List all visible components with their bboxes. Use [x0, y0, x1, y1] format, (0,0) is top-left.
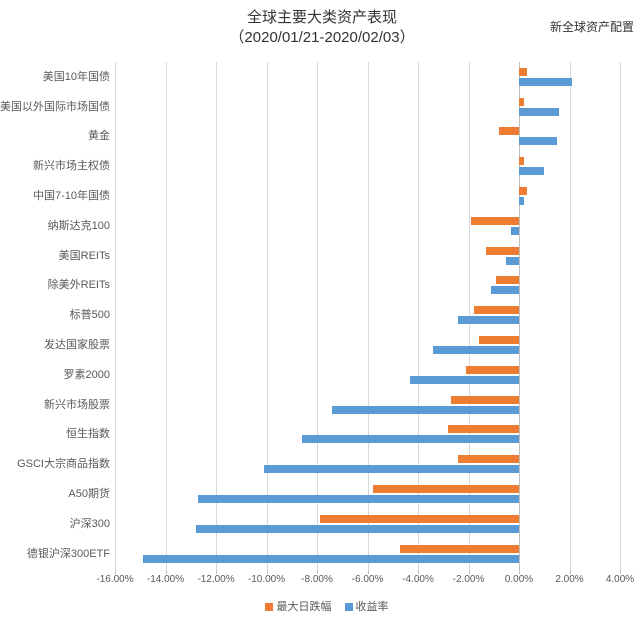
- x-tick-label: 4.00%: [606, 574, 634, 585]
- category-label: 新兴市场主权债: [0, 160, 110, 172]
- category-row: 除美外REITs: [115, 271, 620, 301]
- category-label: 中国7-10年国债: [0, 190, 110, 202]
- legend-swatch-max-drawdown: [265, 603, 273, 611]
- category-label: 罗素2000: [0, 369, 110, 381]
- bar-max-drawdown: [474, 306, 519, 314]
- bar-max-drawdown: [373, 485, 519, 493]
- bar-return: [302, 435, 519, 443]
- title-line-1: 全球主要大类资产表现: [0, 8, 644, 28]
- chart-title: 全球主要大类资产表现 （2020/01/21-2020/02/03）: [0, 0, 644, 47]
- x-tick-label: -10.00%: [248, 574, 285, 585]
- bar-return: [519, 137, 557, 145]
- x-tick-label: -8.00%: [301, 574, 333, 585]
- bar-max-drawdown: [519, 98, 524, 106]
- x-tick-label: 2.00%: [555, 574, 583, 585]
- category-row: 美国10年国债: [115, 62, 620, 92]
- category-row: 纳斯达克100: [115, 211, 620, 241]
- bar-max-drawdown: [466, 366, 519, 374]
- bar-max-drawdown: [458, 455, 519, 463]
- bar-return: [519, 197, 524, 205]
- category-row: 新兴市场主权债: [115, 151, 620, 181]
- bar-return: [198, 495, 519, 503]
- plot-area: 美国10年国债美国以外国际市场国债黄金新兴市场主权债中国7-10年国债纳斯达克1…: [115, 62, 620, 570]
- source-label: 新全球资产配置: [550, 18, 634, 35]
- bar-return: [491, 286, 519, 294]
- asset-performance-chart: 全球主要大类资产表现 （2020/01/21-2020/02/03） 新全球资产…: [0, 0, 644, 626]
- category-label: 德银沪深300ETF: [0, 548, 110, 560]
- bar-max-drawdown: [519, 157, 524, 165]
- category-label: A50期货: [0, 488, 110, 500]
- category-row: 发达国家股票: [115, 330, 620, 360]
- category-row: 标普500: [115, 300, 620, 330]
- bar-max-drawdown: [499, 127, 519, 135]
- category-row: 新兴市场股票: [115, 390, 620, 420]
- x-axis: -16.00%-14.00%-12.00%-10.00%-8.00%-6.00%…: [115, 570, 620, 600]
- category-label: GSCI大宗商品指数: [0, 458, 110, 470]
- bar-max-drawdown: [451, 396, 519, 404]
- bar-max-drawdown: [400, 545, 519, 553]
- legend-swatch-return: [345, 603, 353, 611]
- category-label: 除美外REITs: [0, 279, 110, 291]
- category-label: 美国10年国债: [0, 71, 110, 83]
- bar-max-drawdown: [471, 217, 519, 225]
- category-row: 中国7-10年国债: [115, 181, 620, 211]
- bar-return: [519, 167, 544, 175]
- legend-label-max-drawdown: 最大日跌幅: [276, 601, 331, 613]
- bar-return: [511, 227, 519, 235]
- category-row: A50期货: [115, 479, 620, 509]
- x-tick-label: -2.00%: [453, 574, 485, 585]
- title-line-2: （2020/01/21-2020/02/03）: [0, 28, 644, 48]
- bar-return: [519, 78, 572, 86]
- category-label: 纳斯达克100: [0, 220, 110, 232]
- bar-max-drawdown: [496, 276, 519, 284]
- gridline: [620, 62, 621, 570]
- category-label: 黄金: [0, 130, 110, 142]
- bar-return: [196, 525, 519, 533]
- category-row: 沪深300: [115, 509, 620, 539]
- category-row: 黄金: [115, 122, 620, 152]
- bar-return: [264, 465, 519, 473]
- category-label: 美国REITs: [0, 250, 110, 262]
- x-tick-label: -6.00%: [352, 574, 384, 585]
- category-label: 新兴市场股票: [0, 399, 110, 411]
- category-row: 美国REITs: [115, 241, 620, 271]
- x-tick-label: -4.00%: [402, 574, 434, 585]
- category-label: 恒生指数: [0, 428, 110, 440]
- category-label: 沪深300: [0, 518, 110, 530]
- bar-max-drawdown: [448, 425, 519, 433]
- legend: 最大日跌幅 收益率: [0, 598, 644, 614]
- bar-return: [143, 555, 519, 563]
- category-row: 德银沪深300ETF: [115, 539, 620, 569]
- x-tick-label: 0.00%: [505, 574, 533, 585]
- bar-return: [332, 406, 519, 414]
- category-row: GSCI大宗商品指数: [115, 449, 620, 479]
- category-row: 罗素2000: [115, 360, 620, 390]
- bar-return: [506, 257, 519, 265]
- bar-return: [433, 346, 519, 354]
- x-tick-label: -14.00%: [147, 574, 184, 585]
- category-row: 美国以外国际市场国债: [115, 92, 620, 122]
- x-tick-label: -12.00%: [197, 574, 234, 585]
- bar-max-drawdown: [320, 515, 519, 523]
- category-label: 美国以外国际市场国债: [0, 101, 110, 113]
- bar-return: [458, 316, 519, 324]
- bar-max-drawdown: [479, 336, 519, 344]
- bar-max-drawdown: [486, 247, 519, 255]
- x-tick-label: -16.00%: [96, 574, 133, 585]
- bar-max-drawdown: [519, 68, 527, 76]
- legend-label-return: 收益率: [356, 601, 389, 613]
- category-label: 发达国家股票: [0, 339, 110, 351]
- category-label: 标普500: [0, 309, 110, 321]
- bar-return: [410, 376, 519, 384]
- bar-return: [519, 108, 559, 116]
- category-row: 恒生指数: [115, 420, 620, 450]
- bar-max-drawdown: [519, 187, 527, 195]
